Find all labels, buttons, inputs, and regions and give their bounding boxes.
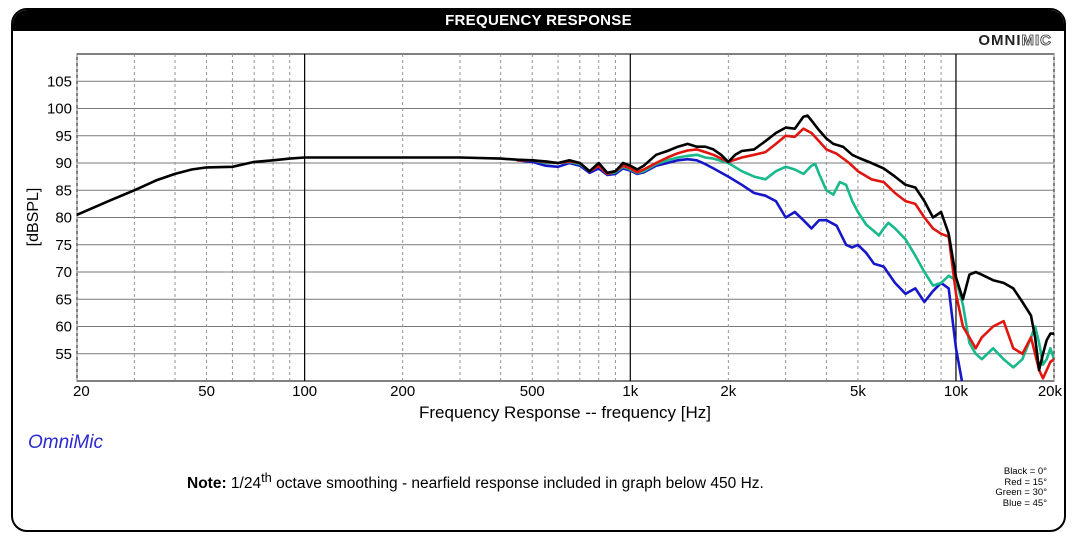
y-tick-labels: 55 60 65 70 75 80 85 90 95 100 105 [47, 73, 72, 363]
omnimic-logo: OMNIMIC [978, 32, 1052, 50]
note-sup: th [261, 470, 272, 485]
logo-bold: OMNI [978, 32, 1022, 49]
series-line-red [516, 127, 1054, 380]
chart-title: FREQUENCY RESPONSE [13, 10, 1064, 31]
x-tick-label: 10k [944, 383, 969, 400]
y-tick-label: 85 [55, 182, 72, 199]
x-tick-label: 500 [520, 383, 545, 400]
smoothing-note: Note: 1/24th octave smoothing - nearfiel… [187, 470, 764, 493]
x-tick-label: 200 [390, 383, 415, 400]
y-tick-label: 55 [55, 346, 72, 363]
y-axis-label: [dBSPL] [25, 188, 42, 247]
x-tick-label: 50 [198, 383, 215, 400]
legend-green: Green = 30° [995, 487, 1047, 498]
x-tick-label: 2k [720, 383, 736, 400]
note-label: Note: [187, 475, 227, 493]
y-tick-label: 60 [55, 319, 72, 336]
logo-outline: MIC [1021, 32, 1052, 50]
x-tick-label: 5k [850, 383, 866, 400]
note-pre: 1/24 [230, 475, 262, 493]
x-tick-label: 20 [73, 383, 90, 400]
y-tick-label: 95 [55, 128, 72, 145]
legend-black: Black = 0° [1003, 466, 1047, 477]
y-tick-label: 105 [47, 73, 72, 90]
x-tick-label: 20k [1038, 383, 1063, 400]
x-tick-label: 100 [292, 383, 317, 400]
legend-blue: Blue = 45° [1002, 497, 1047, 509]
y-tick-label: 80 [55, 210, 72, 227]
y-tick-label: 100 [47, 101, 72, 118]
note-post: octave smoothing - nearfield response in… [271, 475, 764, 493]
y-tick-label: 75 [55, 237, 72, 254]
brand-omnimic: OmniMic [28, 432, 103, 453]
legend: Black = 0° Red = 15° Green = 30° Blue = … [995, 466, 1047, 509]
legend-red: Red = 15° [1004, 476, 1047, 488]
series-group [77, 114, 1054, 381]
x-tick-labels: 20 50 100 200 500 1k 2k 5k 10k 20k [73, 383, 1062, 400]
y-tick-label: 90 [55, 155, 72, 172]
y-tick-label: 70 [55, 264, 72, 281]
x-tick-label: 1k [622, 383, 638, 400]
x-axis-label: Frequency Response -- frequency [Hz] [419, 403, 711, 422]
y-tick-label: 65 [55, 291, 72, 308]
series-line-black [77, 114, 1054, 372]
